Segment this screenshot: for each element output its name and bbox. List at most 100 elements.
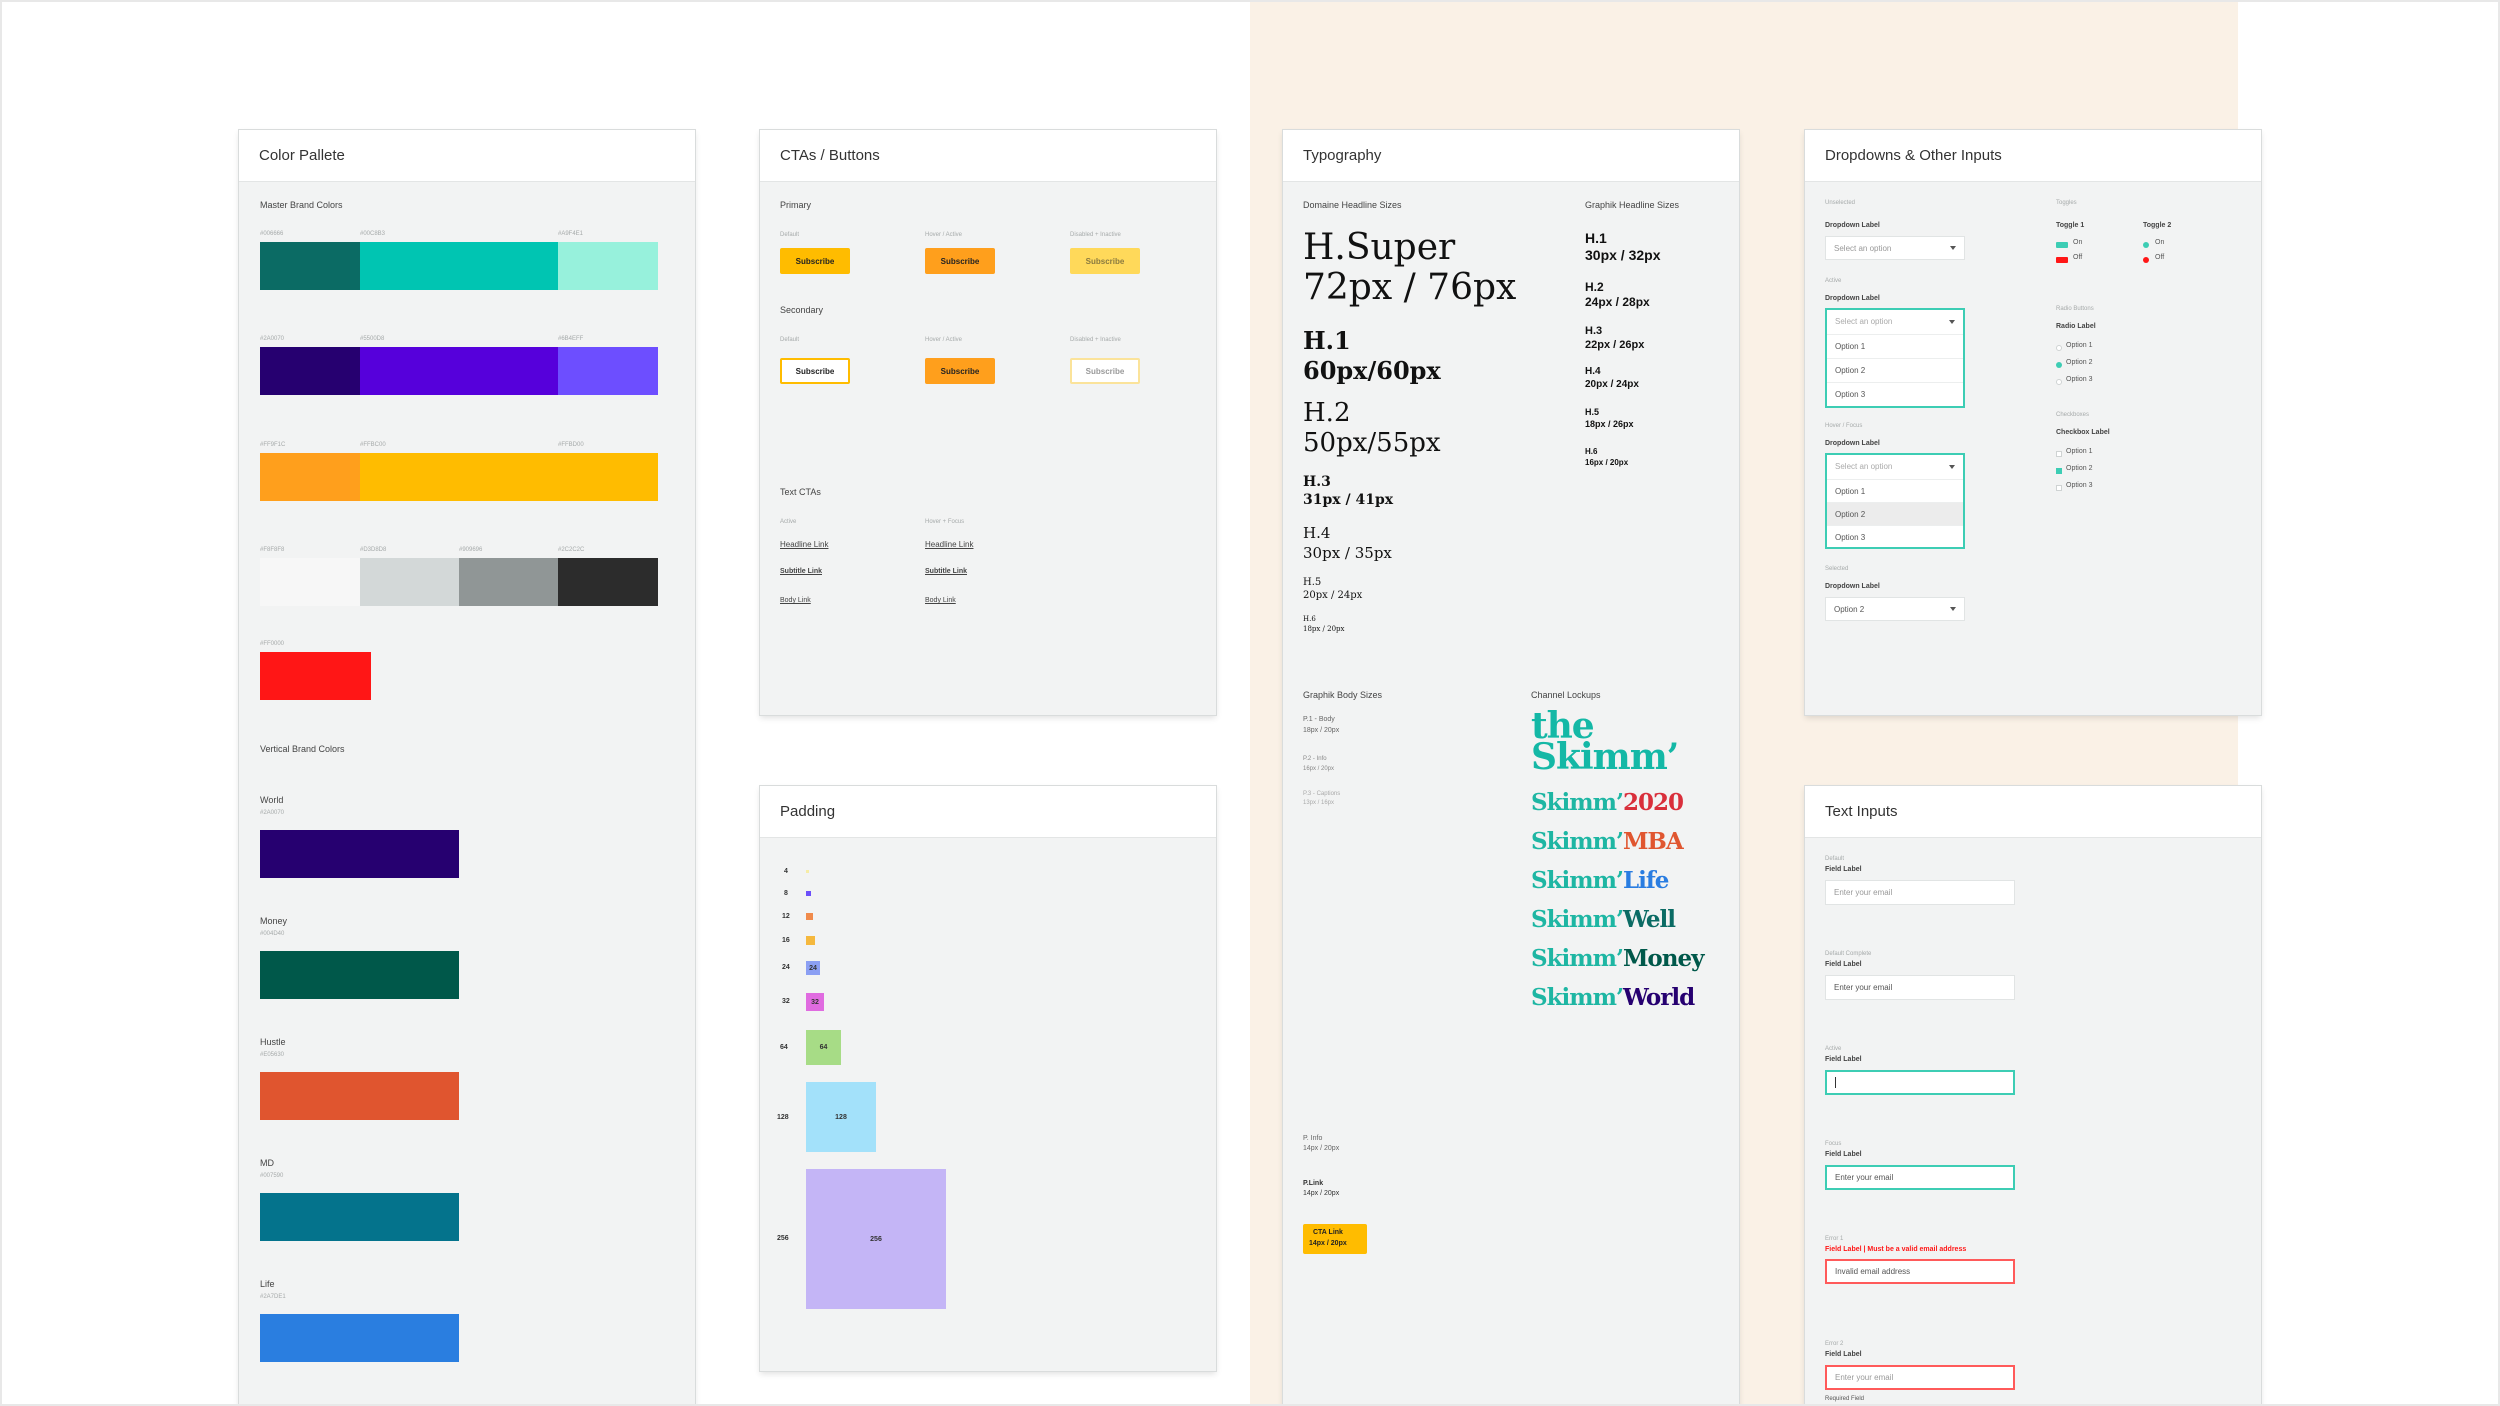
body-p2-size: 16px / 20px	[1303, 766, 1335, 772]
panel-header: Typography	[1283, 130, 1739, 182]
ctas-panel: CTAs / Buttons Primary Default Hover / A…	[760, 130, 1216, 715]
body-link-hover[interactable]: Body Link	[925, 597, 956, 604]
input-placeholder: Enter your email	[1834, 888, 1893, 897]
dropdown-option[interactable]: Option 3	[1827, 525, 1963, 548]
color-swatch	[459, 558, 558, 606]
text-inputs-panel: Text Inputs Default Field Label Enter yo…	[1805, 786, 2261, 1406]
p-info-size: 14px / 20px	[1303, 1145, 1340, 1152]
dropdown-label: Dropdown Label	[1825, 295, 1880, 302]
padding-square: 128	[806, 1082, 876, 1152]
radio-option: Option 2	[2066, 359, 2093, 366]
padding-size-label: 24	[782, 964, 790, 971]
checkbox-option: Option 2	[2066, 465, 2093, 472]
field-label: Field Label	[1825, 1151, 1862, 1158]
state-label: Unselected	[1825, 200, 1856, 206]
primary-button-default[interactable]: Subscribe	[780, 248, 850, 274]
headline-link-hover[interactable]: Headline Link	[925, 540, 974, 549]
cta-link-chip[interactable]: CTA Link 14px / 20px	[1303, 1224, 1367, 1254]
state-label: Focus	[1825, 1141, 1842, 1147]
body-p3-size: 13px / 16px	[1303, 800, 1335, 806]
primary-button-hover[interactable]: Subscribe	[925, 248, 995, 274]
dropdown-option[interactable]: Option 3	[1827, 382, 1963, 405]
chevron-down-icon	[1950, 607, 1956, 611]
email-input-complete[interactable]: Enter your email	[1825, 975, 2015, 1000]
padding-square: 64	[806, 1030, 841, 1065]
the-skimm-logo-line1: the	[1531, 705, 1595, 747]
email-input-focus[interactable]: Enter your email	[1825, 1165, 2015, 1190]
dropdown-active[interactable]: Select an option Option 1 Option 2 Optio…	[1825, 308, 1965, 408]
color-swatch	[260, 558, 360, 606]
padding-square-label: 128	[835, 1113, 847, 1121]
hex-label: #007590	[260, 1173, 284, 1179]
state-label: Hover / Active	[925, 337, 963, 343]
state-label: Default	[1825, 856, 1845, 862]
checkbox-checked[interactable]	[2056, 468, 2062, 474]
dropdown-unselected[interactable]: Select an option	[1825, 236, 1965, 260]
lockup-suffix: 2020	[1622, 789, 1684, 816]
toggle-state: Off	[2155, 254, 2165, 261]
dropdown-hover[interactable]: Select an option Option 1 Option 2 Optio…	[1825, 453, 1965, 549]
panel-header: CTAs / Buttons	[760, 130, 1216, 182]
chevron-down-icon	[1949, 465, 1955, 469]
primary-button-disabled[interactable]: Subscribe	[1070, 248, 1140, 274]
body-link[interactable]: Body Link	[780, 597, 811, 604]
checkbox[interactable]	[2056, 485, 2062, 491]
state-label: Error 2	[1825, 1341, 1844, 1347]
lockup-base: Skimm’	[1531, 984, 1624, 1011]
subtitle-link-hover[interactable]: Subtitle Link	[925, 568, 967, 575]
lockup-base: Skimm’	[1531, 828, 1624, 855]
channel-lockup-money: Skimm’Money	[1531, 946, 1704, 972]
email-input-default[interactable]: Enter your email	[1825, 880, 2015, 905]
dropdown-option[interactable]: Option 1	[1827, 334, 1963, 357]
toggle2-off-dot[interactable]	[2143, 257, 2149, 263]
h1-name: H.1	[1303, 326, 1351, 355]
secondary-button-disabled[interactable]: Subscribe	[1070, 358, 1140, 384]
toggle-off-switch[interactable]	[2056, 257, 2068, 263]
state-label: Hover / Focus	[1825, 423, 1863, 429]
lockup-suffix: MBA	[1622, 828, 1684, 855]
section-label: Secondary	[780, 305, 824, 315]
state-label: Error 1	[1825, 1236, 1844, 1242]
hex-label: #FFBC00	[360, 442, 386, 448]
email-input-error-required[interactable]: Enter your email	[1825, 1365, 2015, 1390]
body-p1-size: 18px / 20px	[1303, 727, 1340, 734]
dropdown-label: Dropdown Label	[1825, 583, 1880, 590]
radio-button[interactable]	[2056, 345, 2062, 351]
email-input-error[interactable]: Invalid email address	[1825, 1259, 2015, 1284]
state-label: Active	[1825, 1046, 1842, 1052]
toggle-on-switch[interactable]	[2056, 242, 2068, 248]
padding-size-label: 32	[782, 998, 790, 1005]
radio-button[interactable]	[2056, 379, 2062, 385]
state-label: Default	[780, 337, 800, 343]
color-swatch	[558, 558, 658, 606]
p-link-name: P.Link	[1303, 1180, 1324, 1187]
hex-label: #5500D8	[360, 336, 385, 342]
h5-size: 20px / 24px	[1303, 590, 1363, 601]
dropdown-placeholder: Select an option	[1827, 455, 1963, 478]
dropdown-option[interactable]: Option 1	[1827, 479, 1963, 502]
dropdowns-panel: Dropdowns & Other Inputs Unselected Drop…	[1805, 130, 2261, 715]
secondary-button-hover[interactable]: Subscribe	[925, 358, 995, 384]
headline-link[interactable]: Headline Link	[780, 540, 829, 549]
dropdown-option[interactable]: Option 2	[1827, 358, 1963, 381]
section-label: Master Brand Colors	[260, 200, 343, 210]
padding-square: 32	[806, 993, 824, 1011]
subtitle-link[interactable]: Subtitle Link	[780, 568, 822, 575]
dropdown-selected[interactable]: Option 2	[1825, 597, 1965, 621]
padding-size-label: 12	[782, 913, 790, 920]
padding-size-label: 64	[780, 1044, 788, 1051]
secondary-button-default[interactable]: Subscribe	[780, 358, 850, 384]
dropdown-option-hovered[interactable]: Option 2	[1827, 502, 1963, 525]
toggle2-on-dot[interactable]	[2143, 242, 2149, 248]
radio-button-selected[interactable]	[2056, 362, 2062, 368]
the-skimm-logo-line2: Skimm’	[1531, 736, 1679, 778]
padding-square-label: 24	[809, 964, 817, 972]
color-swatch	[360, 453, 658, 501]
color-swatch	[260, 347, 360, 395]
vertical-name: World	[260, 795, 284, 805]
email-input-active[interactable]	[1825, 1070, 2015, 1095]
panel-header: Dropdowns & Other Inputs	[1805, 130, 2261, 182]
checkbox[interactable]	[2056, 451, 2062, 457]
body-p3-name: P.3 - Captions	[1303, 791, 1341, 797]
hex-label: #FF9F1C	[260, 442, 286, 448]
